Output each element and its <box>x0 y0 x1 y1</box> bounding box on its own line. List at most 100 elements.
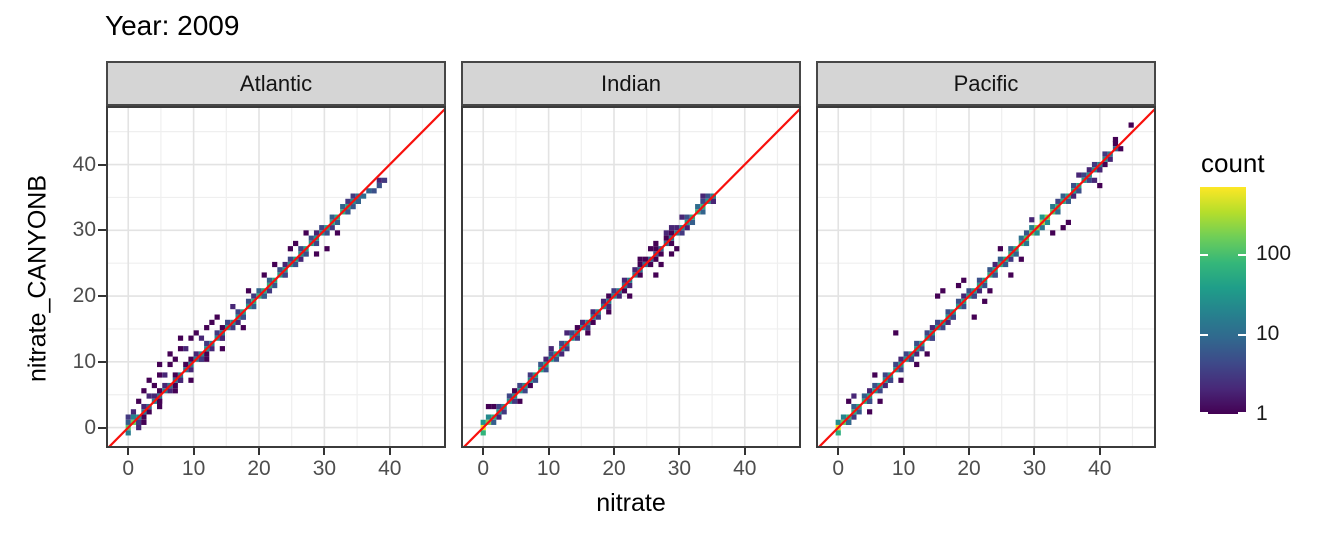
x-tick-mark <box>127 448 130 455</box>
bin-cell <box>172 382 178 389</box>
bin-cell <box>846 419 852 425</box>
bin-cell <box>480 430 486 436</box>
bin-cell <box>313 230 320 236</box>
facet-strip-indian: Indian <box>461 61 801 106</box>
y-tick-mark <box>98 360 106 363</box>
bin-cell <box>183 361 189 368</box>
bin-cell <box>266 288 273 294</box>
bin-cell <box>882 372 888 378</box>
bin-cell <box>648 246 654 252</box>
bin-cell <box>245 288 252 294</box>
bin-cell <box>506 393 512 399</box>
bin-cell <box>501 409 507 415</box>
y-tick-label: 10 <box>72 349 96 373</box>
bin-cell <box>496 414 502 420</box>
identity-line <box>461 106 801 448</box>
bin-cell <box>872 372 878 378</box>
bin-cell <box>559 340 565 347</box>
bin-cell <box>835 419 841 425</box>
bin-cell <box>146 409 152 415</box>
bin-cell <box>235 309 241 315</box>
bin-cell <box>914 351 920 357</box>
bin-cell <box>193 330 199 336</box>
bin-cell <box>522 388 528 394</box>
x-tick-label: 30 <box>667 457 692 480</box>
bin-cell <box>1128 122 1134 128</box>
bin-cell <box>324 246 330 252</box>
bin-cell <box>334 219 341 226</box>
bin-cell <box>648 261 654 268</box>
bin-cell <box>668 230 675 236</box>
x-tick-label: 20 <box>957 457 981 480</box>
bin-cell <box>162 382 168 389</box>
bin-cell <box>543 356 549 362</box>
bin-cell <box>157 361 163 368</box>
x-tick-mark <box>323 448 326 455</box>
bin-cell <box>856 409 862 415</box>
bin-cell <box>282 272 288 278</box>
bin-cell <box>204 356 210 362</box>
bin-cell <box>329 225 335 231</box>
bin-cell <box>188 335 194 341</box>
x-tick-mark <box>678 448 681 455</box>
bin-cell <box>157 403 163 410</box>
bin-cell <box>219 346 225 352</box>
bin-cell <box>653 272 659 278</box>
bin-cell <box>867 388 873 394</box>
bin-cell <box>590 319 596 325</box>
bin-cell <box>955 282 962 289</box>
bin-cell <box>141 403 147 410</box>
bin-cell <box>543 367 549 373</box>
bin-cell <box>580 319 586 325</box>
bin-cell <box>512 398 518 404</box>
x-tick-label: 40 <box>1088 457 1112 480</box>
bin-cell <box>997 246 1003 252</box>
bin-cell <box>877 398 883 404</box>
bin-cell <box>945 319 951 325</box>
bin-cell <box>1044 219 1051 226</box>
bin-cell <box>198 356 205 362</box>
bin-cell <box>893 361 899 368</box>
bin-cell <box>230 303 236 310</box>
bin-cell <box>162 372 168 378</box>
bin-cell <box>517 382 523 389</box>
bin-cell <box>642 256 648 262</box>
bin-cell <box>188 377 194 383</box>
y-tick-mark <box>98 229 106 232</box>
bin-cell <box>898 377 904 383</box>
legend-tick-mark <box>1200 412 1208 414</box>
panel-plot <box>106 106 446 448</box>
bin-cell <box>908 356 915 362</box>
bin-cell <box>151 393 157 399</box>
bin-cell <box>1102 151 1108 157</box>
legend-title: count <box>1201 148 1265 178</box>
bin-cell <box>204 325 210 331</box>
bin-cell <box>637 256 643 262</box>
bin-cell <box>585 330 591 336</box>
bin-cell <box>632 267 638 273</box>
bin-cell <box>653 256 659 262</box>
bin-cell <box>1076 172 1082 178</box>
bin-cell <box>679 230 685 236</box>
bin-cell <box>935 293 941 299</box>
bin-cell <box>553 356 560 362</box>
legend-tick-mark <box>1238 412 1246 414</box>
x-tick-mark <box>613 448 615 455</box>
legend-tick-mark <box>1238 254 1246 257</box>
bin-cell <box>929 325 935 331</box>
bin-cell <box>668 225 675 231</box>
bin-cell <box>867 409 873 415</box>
bin-cell <box>183 346 189 352</box>
bin-cell <box>700 198 706 204</box>
bin-cell <box>710 198 716 204</box>
bin-cell <box>172 356 178 362</box>
bin-cell <box>997 256 1003 262</box>
bin-cell <box>1023 230 1030 236</box>
bin-cell <box>209 319 215 325</box>
bin-cell <box>172 388 178 394</box>
bin-cell <box>485 414 492 420</box>
bin-cell <box>512 388 518 394</box>
bin-cell <box>940 325 946 331</box>
bin-cell <box>324 230 330 236</box>
bin-cell <box>177 335 184 341</box>
